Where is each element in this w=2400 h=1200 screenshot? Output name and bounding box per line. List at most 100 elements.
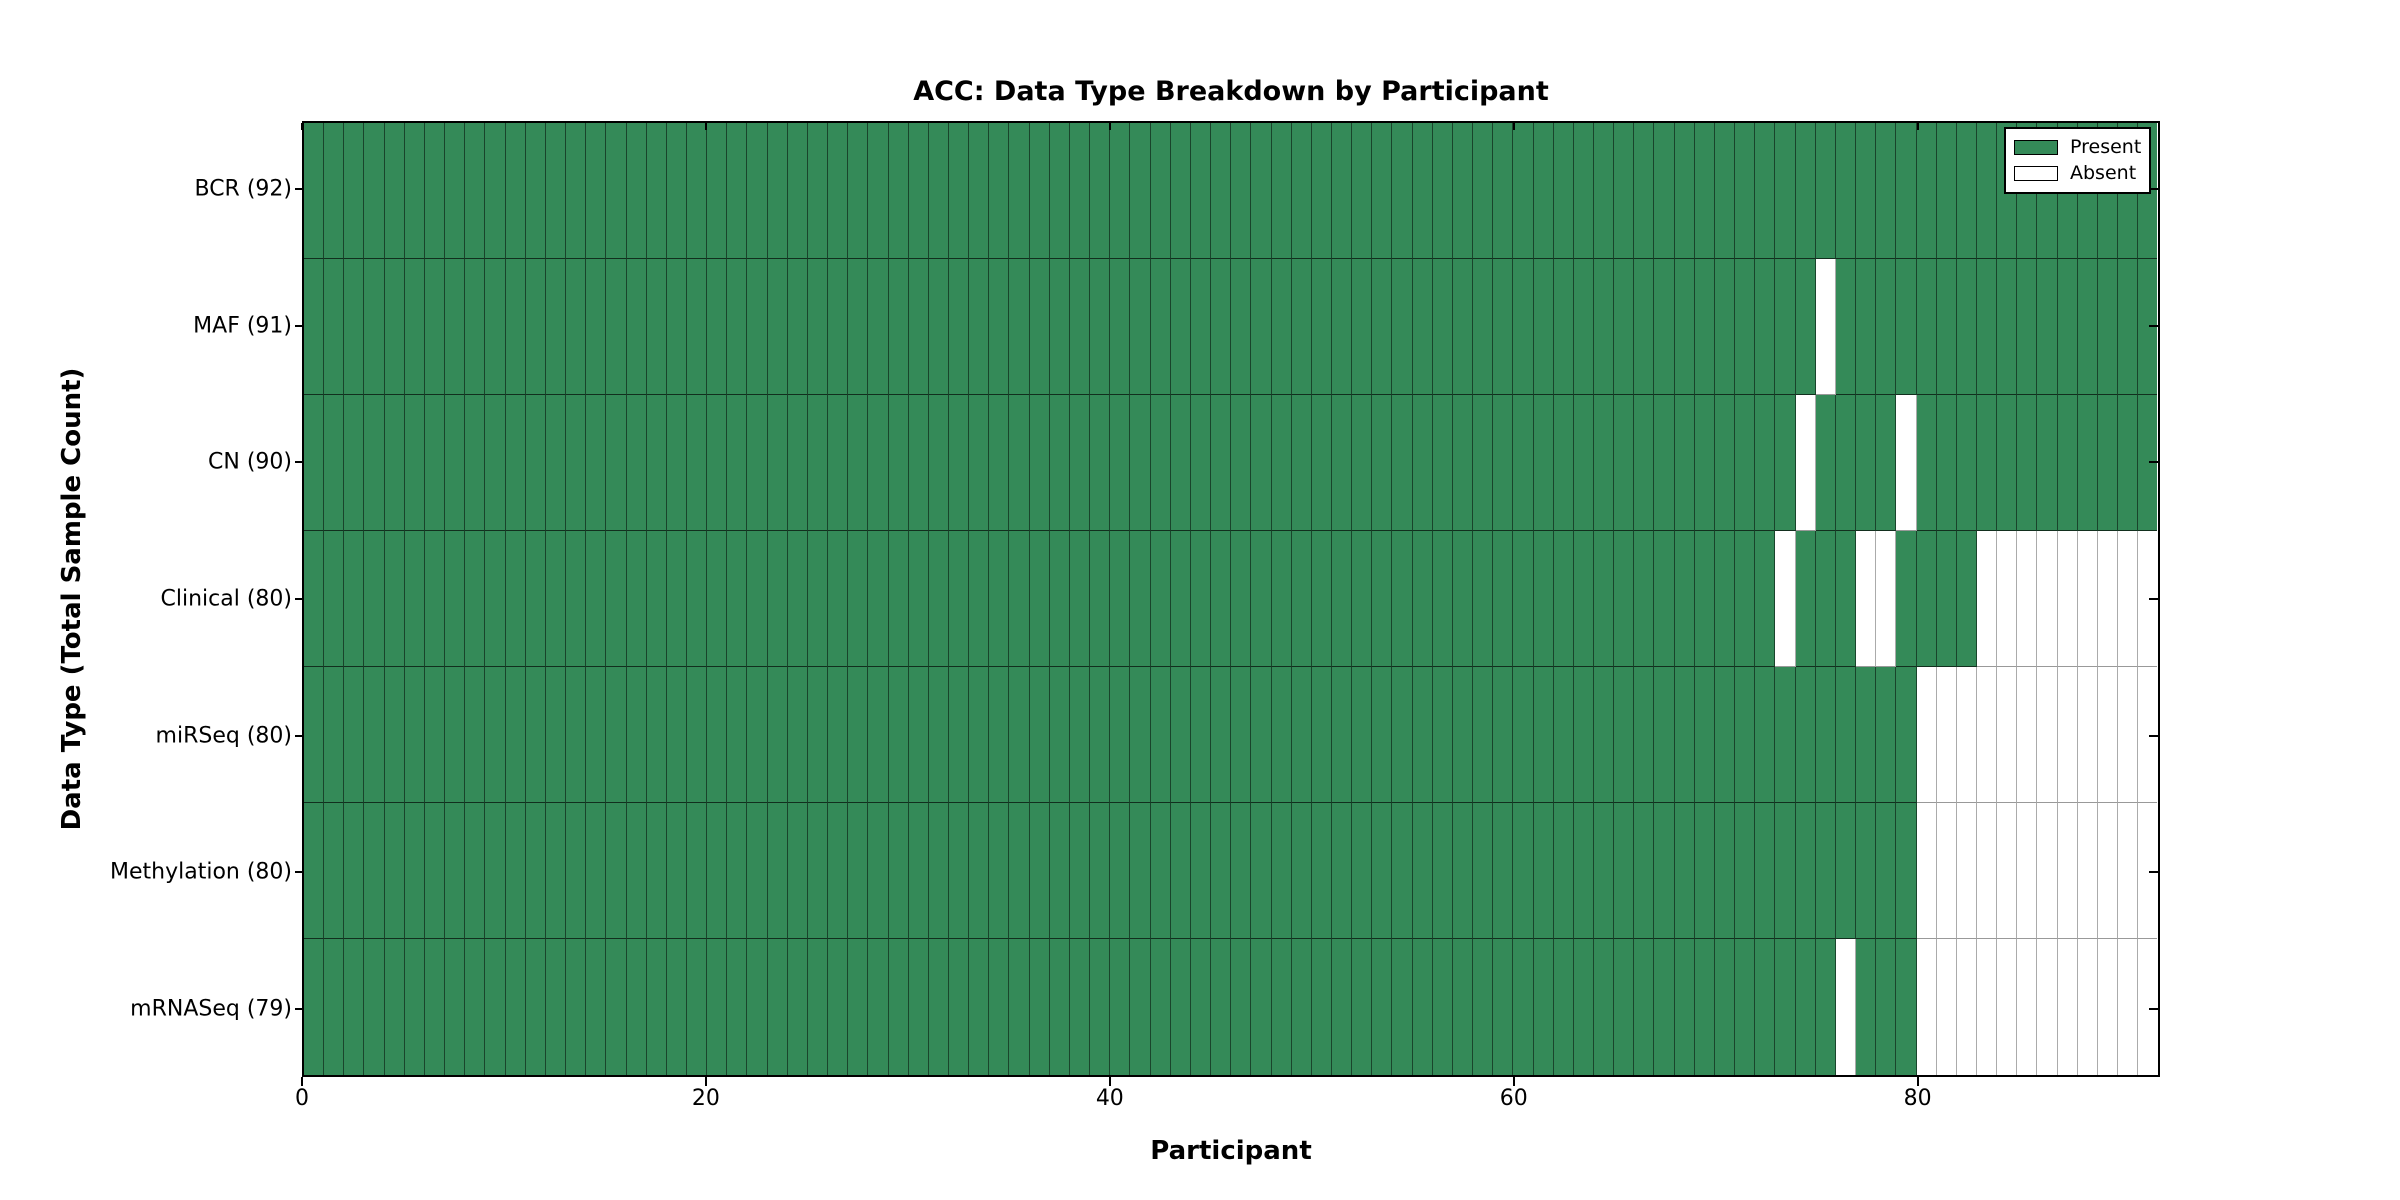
heatmap-cell: [586, 259, 607, 395]
heatmap-cell: [1775, 531, 1796, 667]
heatmap-cell: [1392, 123, 1413, 259]
heatmap-cell: [2097, 395, 2119, 531]
heatmap-cell: [304, 667, 325, 803]
heatmap-cell: [1291, 803, 1312, 939]
heatmap-cell: [1493, 803, 1514, 939]
heatmap-cell: [1150, 939, 1171, 1075]
heatmap-cell: [686, 939, 708, 1075]
heatmap-cell: [1533, 939, 1554, 1075]
heatmap-cell: [1916, 531, 1937, 667]
heatmap-cell: [908, 939, 929, 1075]
heatmap-cell: [304, 259, 325, 395]
heatmap-cell: [1634, 259, 1655, 395]
heatmap-cell: [1110, 395, 1131, 531]
heatmap-cell: [1674, 531, 1695, 667]
heatmap-cell: [969, 395, 990, 531]
heatmap-cell: [1614, 939, 1635, 1075]
heatmap-cell: [1594, 803, 1615, 939]
heatmap-cell: [1936, 123, 1957, 259]
heatmap-cell: [626, 395, 647, 531]
heatmap-cell: [424, 939, 446, 1075]
heatmap-cell: [1775, 939, 1796, 1075]
heatmap-cell: [747, 803, 768, 939]
heatmap-cell: [626, 939, 647, 1075]
heatmap-cell: [969, 803, 990, 939]
heatmap-cell: [324, 803, 345, 939]
heatmap-cell: [505, 395, 526, 531]
heatmap-cell: [545, 395, 567, 531]
heatmap-cell: [807, 939, 829, 1075]
heatmap-cell: [1755, 259, 1776, 395]
heatmap-cell: [767, 395, 788, 531]
heatmap-cell: [1412, 123, 1433, 259]
heatmap-cell: [1493, 531, 1514, 667]
heatmap-cell: [1372, 259, 1393, 395]
heatmap-cell: [2138, 259, 2158, 395]
heatmap-cell: [787, 803, 808, 939]
heatmap-cell: [465, 803, 486, 939]
heatmap-cell: [1372, 123, 1393, 259]
heatmap-cell: [928, 531, 949, 667]
x-tick-mark: [1108, 1077, 1111, 1086]
heatmap-cell: [1976, 259, 1998, 395]
heatmap-cell: [1009, 531, 1030, 667]
heatmap-cell: [807, 123, 829, 259]
heatmap-cell: [1513, 123, 1534, 259]
heatmap-cell: [1835, 803, 1857, 939]
heatmap-cell: [1714, 803, 1736, 939]
heatmap-cell: [727, 803, 748, 939]
heatmap-cell: [828, 123, 849, 259]
heatmap-cell: [525, 803, 546, 939]
heatmap-cell: [404, 259, 425, 395]
heatmap-cell: [424, 395, 446, 531]
heatmap-cell: [707, 803, 728, 939]
heatmap-cell: [1291, 939, 1312, 1075]
heatmap-cell: [1432, 395, 1453, 531]
heatmap-cell: [747, 259, 768, 395]
heatmap-row-MAF: [304, 259, 2158, 395]
heatmap-cell: [1594, 259, 1615, 395]
heatmap-cell: [1009, 123, 1030, 259]
heatmap-cell: [1815, 939, 1836, 1075]
heatmap-cell: [525, 939, 546, 1075]
ytick-label-Methylation: Methylation (80): [110, 859, 292, 885]
heatmap-cell: [606, 531, 627, 667]
heatmap-cell: [2138, 803, 2158, 939]
heatmap-cell: [1573, 531, 1594, 667]
heatmap-cell: [404, 803, 425, 939]
heatmap-cell: [989, 259, 1010, 395]
heatmap-cell: [666, 531, 687, 667]
heatmap-cell: [1956, 395, 1977, 531]
heatmap-cell: [1170, 939, 1191, 1075]
heatmap-cell: [324, 939, 345, 1075]
heatmap-cell: [2118, 939, 2139, 1075]
heatmap-cell: [1352, 123, 1373, 259]
heatmap-cell: [1049, 531, 1070, 667]
heatmap-cell: [1936, 259, 1957, 395]
heatmap-cell: [1130, 395, 1151, 531]
heatmap-cell: [1573, 259, 1594, 395]
heatmap-cell: [646, 259, 667, 395]
heatmap-cell: [1594, 939, 1615, 1075]
x-tick-mark: [1108, 123, 1111, 130]
heatmap-cell: [888, 123, 909, 259]
heatmap-cell: [969, 939, 990, 1075]
heatmap-cell: [888, 395, 909, 531]
heatmap-cell: [606, 395, 627, 531]
heatmap-cell: [686, 531, 708, 667]
heatmap-cell: [465, 259, 486, 395]
heatmap-cell: [1916, 939, 1937, 1075]
ytick-label-miRSeq: miRSeq (80): [155, 723, 292, 749]
heatmap-cell: [888, 939, 909, 1075]
heatmap-cell: [1815, 667, 1836, 803]
heatmap-cell: [707, 531, 728, 667]
heatmap-cell: [1755, 531, 1776, 667]
heatmap-cell: [787, 531, 808, 667]
heatmap-cell: [1452, 259, 1474, 395]
heatmap-cell: [1654, 803, 1675, 939]
heatmap-cell: [1211, 667, 1232, 803]
xtick-label-60: 60: [1499, 1086, 1528, 1111]
heatmap-cell: [1412, 395, 1433, 531]
heatmap-cell: [928, 123, 949, 259]
heatmap-cell: [1856, 259, 1877, 395]
